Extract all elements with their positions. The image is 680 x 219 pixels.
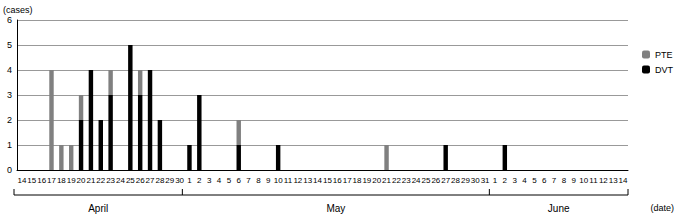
svg-text:25: 25 [422,176,431,185]
svg-text:5: 5 [227,176,232,185]
svg-text:11: 11 [589,176,598,185]
svg-text:20: 20 [372,176,381,185]
svg-text:28: 28 [451,176,460,185]
svg-text:21: 21 [86,176,95,185]
svg-text:22: 22 [96,176,105,185]
svg-text:0: 0 [7,165,12,175]
svg-text:31: 31 [481,176,490,185]
svg-text:17: 17 [47,176,56,185]
svg-text:DVT: DVT [655,65,674,75]
svg-text:3: 3 [7,90,12,100]
svg-text:24: 24 [412,176,421,185]
svg-text:4: 4 [522,176,527,185]
svg-text:15: 15 [27,176,36,185]
svg-text:May: May [326,203,345,214]
svg-text:16: 16 [37,176,46,185]
svg-text:12: 12 [599,176,608,185]
svg-text:13: 13 [609,176,618,185]
svg-text:18: 18 [353,176,362,185]
svg-text:29: 29 [165,176,174,185]
svg-text:13: 13 [303,176,312,185]
svg-text:26: 26 [136,176,145,185]
svg-text:19: 19 [362,176,371,185]
svg-text:27: 27 [441,176,450,185]
svg-text:1: 1 [7,140,12,150]
svg-text:5: 5 [532,176,537,185]
svg-text:17: 17 [343,176,352,185]
svg-text:20: 20 [77,176,86,185]
svg-text:28: 28 [155,176,164,185]
svg-text:(cases): (cases) [3,5,33,15]
svg-text:14: 14 [17,176,26,185]
svg-text:PTE: PTE [655,50,673,60]
svg-text:23: 23 [106,176,115,185]
svg-text:4: 4 [7,65,12,75]
svg-text:6: 6 [542,176,547,185]
svg-text:2: 2 [503,176,508,185]
svg-text:(date): (date) [650,203,674,213]
svg-text:15: 15 [323,176,332,185]
svg-text:19: 19 [67,176,76,185]
svg-text:25: 25 [126,176,135,185]
svg-text:10: 10 [579,176,588,185]
svg-text:2: 2 [197,176,202,185]
svg-text:7: 7 [246,176,251,185]
svg-text:1: 1 [187,176,192,185]
svg-text:April: April [88,203,108,214]
svg-text:6: 6 [237,176,242,185]
svg-text:18: 18 [57,176,66,185]
svg-text:9: 9 [266,176,271,185]
svg-text:30: 30 [471,176,480,185]
svg-text:26: 26 [431,176,440,185]
svg-text:10: 10 [274,176,283,185]
svg-text:12: 12 [293,176,302,185]
svg-text:3: 3 [207,176,212,185]
svg-text:29: 29 [461,176,470,185]
svg-text:8: 8 [562,176,567,185]
svg-text:24: 24 [116,176,125,185]
svg-text:11: 11 [284,176,293,185]
svg-text:7: 7 [552,176,557,185]
svg-text:22: 22 [392,176,401,185]
svg-text:2: 2 [7,115,12,125]
svg-text:16: 16 [333,176,342,185]
svg-text:5: 5 [7,40,12,50]
svg-text:June: June [548,203,570,214]
svg-text:30: 30 [175,176,184,185]
svg-text:27: 27 [146,176,155,185]
svg-text:9: 9 [572,176,577,185]
svg-text:4: 4 [217,176,222,185]
svg-text:23: 23 [402,176,411,185]
svg-text:14: 14 [619,176,628,185]
svg-text:21: 21 [382,176,391,185]
svg-text:6: 6 [7,15,12,25]
svg-text:3: 3 [512,176,517,185]
svg-text:14: 14 [313,176,322,185]
svg-text:8: 8 [256,176,261,185]
svg-text:1: 1 [493,176,498,185]
